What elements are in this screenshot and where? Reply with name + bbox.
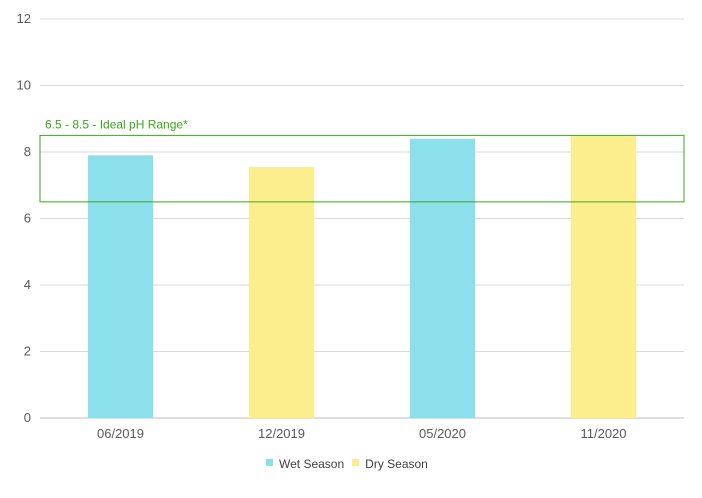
y-tick-label: 10 [17,78,31,93]
legend-label: Wet Season [279,457,344,471]
x-axis-ticks: 06/2019 12/2019 05/2020 11/2020 [97,426,627,441]
bar [570,135,637,418]
legend-swatch [352,459,360,466]
y-tick-label: 12 [17,11,31,26]
ideal-range-box [39,134,685,203]
ideal-range-label: 6.5 - 8.5 - Ideal pH Range* [45,117,188,131]
y-tick-label: 6 [24,211,31,226]
legend-label: Dry Season [365,457,428,471]
x-tick-label: 11/2020 [580,426,626,441]
x-tick-label: 06/2019 [97,426,144,441]
x-tick-label: 12/2019 [258,426,305,441]
bar [409,138,476,418]
legend-swatch [266,459,273,466]
y-axis-ticks: 0 2 4 6 8 10 12 [17,11,31,425]
ideal-range-band: 6.5 - 8.5 - Ideal pH Range* [39,117,685,203]
y-tick-label: 4 [24,277,31,292]
bar [248,166,315,418]
y-tick-label: 8 [24,144,31,159]
x-tick-label: 05/2020 [419,426,466,441]
legend: Wet Season Dry Season [266,457,428,471]
y-tick-label: 2 [24,344,31,359]
bar [87,155,154,418]
y-tick-label: 0 [24,410,31,425]
bars [87,135,637,418]
